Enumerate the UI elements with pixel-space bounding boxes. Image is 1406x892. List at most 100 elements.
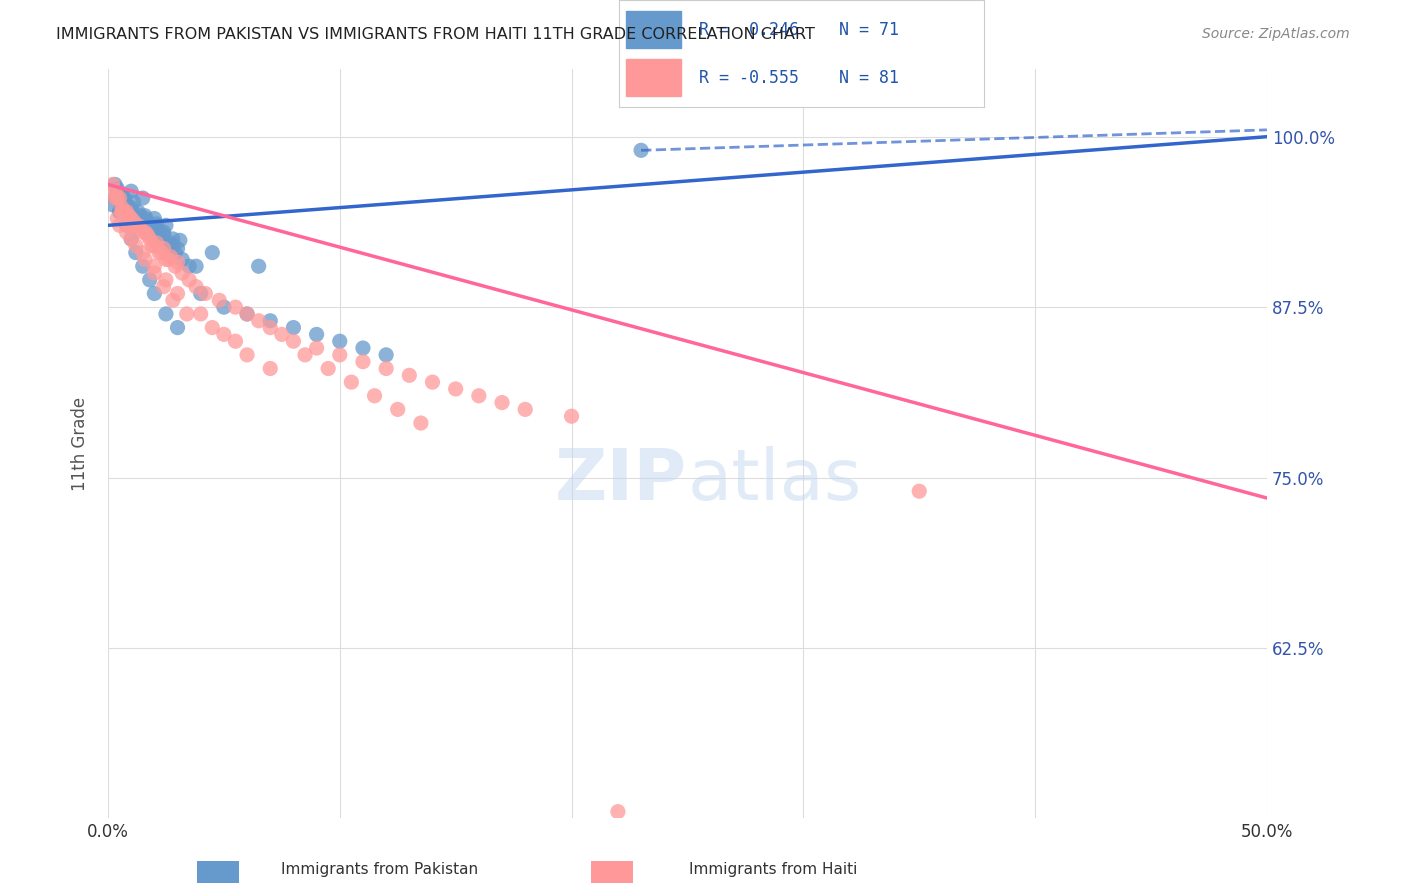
Text: Immigrants from Pakistan: Immigrants from Pakistan	[281, 863, 478, 877]
Immigrants from Haiti	[141, 239, 163, 253]
Immigrants from Pakistan	[155, 219, 177, 233]
Immigrants from Pakistan	[138, 273, 160, 287]
Immigrants from Haiti	[145, 235, 167, 250]
Immigrants from Haiti	[143, 266, 166, 280]
Immigrants from Pakistan	[184, 259, 207, 273]
Immigrants from Pakistan	[162, 239, 184, 253]
Immigrants from Pakistan	[122, 209, 145, 223]
Text: atlas: atlas	[688, 447, 862, 516]
Immigrants from Haiti	[184, 279, 207, 293]
Immigrants from Pakistan	[148, 227, 170, 242]
Immigrants from Haiti	[108, 191, 131, 205]
Immigrants from Pakistan	[305, 327, 328, 342]
Immigrants from Pakistan	[118, 201, 141, 215]
Text: ZIP: ZIP	[555, 447, 688, 516]
Immigrants from Haiti	[259, 320, 281, 334]
Immigrants from Pakistan	[127, 204, 149, 219]
Immigrants from Pakistan	[259, 314, 281, 328]
Immigrants from Pakistan	[136, 222, 159, 236]
Immigrants from Pakistan	[375, 348, 398, 362]
Immigrants from Haiti	[152, 279, 174, 293]
Immigrants from Pakistan	[352, 341, 374, 355]
Immigrants from Haiti	[352, 354, 374, 368]
Immigrants from Haiti	[444, 382, 467, 396]
Immigrants from Haiti	[236, 307, 259, 321]
Immigrants from Haiti	[491, 395, 513, 409]
Immigrants from Haiti	[236, 348, 259, 362]
Immigrants from Haiti	[112, 204, 135, 219]
Immigrants from Pakistan	[166, 242, 188, 256]
Immigrants from Haiti	[270, 327, 292, 342]
Immigrants from Haiti	[165, 259, 187, 273]
Immigrants from Pakistan	[630, 144, 652, 158]
Immigrants from Haiti	[166, 286, 188, 301]
Immigrants from Haiti	[105, 191, 128, 205]
Immigrants from Haiti	[329, 348, 352, 362]
Immigrants from Haiti	[259, 361, 281, 376]
Immigrants from Pakistan	[190, 286, 212, 301]
Immigrants from Haiti	[201, 320, 224, 334]
Immigrants from Pakistan	[122, 195, 145, 210]
Immigrants from Haiti	[398, 368, 420, 383]
Immigrants from Pakistan	[125, 245, 148, 260]
Immigrants from Haiti	[148, 245, 170, 260]
Immigrants from Pakistan	[145, 222, 167, 236]
Immigrants from Pakistan	[157, 239, 180, 253]
Immigrants from Pakistan	[120, 184, 142, 198]
Text: R =  0.246    N = 71: R = 0.246 N = 71	[699, 21, 898, 39]
Immigrants from Pakistan	[134, 211, 156, 226]
Immigrants from Pakistan	[152, 227, 174, 242]
Immigrants from Pakistan	[127, 214, 149, 228]
Immigrants from Haiti	[105, 211, 128, 226]
Immigrants from Pakistan	[108, 186, 131, 201]
Immigrants from Haiti	[136, 227, 159, 242]
Immigrants from Pakistan	[115, 198, 138, 212]
Immigrants from Haiti	[166, 255, 188, 269]
Immigrants from Haiti	[283, 334, 305, 349]
Immigrants from Haiti	[125, 239, 148, 253]
Immigrants from Pakistan	[118, 204, 141, 219]
Immigrants from Pakistan	[150, 232, 173, 246]
Immigrants from Pakistan	[112, 194, 135, 208]
Immigrants from Pakistan	[236, 307, 259, 321]
Immigrants from Pakistan	[105, 181, 128, 195]
Immigrants from Pakistan	[283, 320, 305, 334]
Immigrants from Haiti	[305, 341, 328, 355]
Immigrants from Haiti	[363, 389, 385, 403]
Immigrants from Pakistan	[145, 217, 167, 231]
Immigrants from Pakistan	[108, 204, 131, 219]
Immigrants from Haiti	[162, 293, 184, 308]
Immigrants from Pakistan	[152, 225, 174, 239]
Immigrants from Pakistan	[148, 225, 170, 239]
Immigrants from Pakistan	[111, 201, 134, 215]
Immigrants from Pakistan	[155, 307, 177, 321]
Immigrants from Pakistan	[132, 191, 155, 205]
Immigrants from Pakistan	[329, 334, 352, 349]
Immigrants from Haiti	[120, 232, 142, 246]
Immigrants from Haiti	[104, 184, 127, 198]
Immigrants from Haiti	[118, 219, 141, 233]
Immigrants from Haiti	[387, 402, 409, 417]
Immigrants from Pakistan	[169, 233, 191, 247]
Immigrants from Pakistan	[143, 211, 166, 226]
Immigrants from Haiti	[132, 225, 155, 239]
Immigrants from Pakistan	[104, 191, 127, 205]
Immigrants from Haiti	[155, 252, 177, 267]
Immigrants from Haiti	[561, 409, 583, 424]
Immigrants from Haiti	[176, 307, 198, 321]
Y-axis label: 11th Grade: 11th Grade	[72, 396, 89, 491]
Text: Source: ZipAtlas.com: Source: ZipAtlas.com	[1202, 27, 1350, 41]
Immigrants from Haiti	[224, 300, 246, 314]
Immigrants from Pakistan	[179, 259, 201, 273]
Immigrants from Pakistan	[134, 209, 156, 223]
Immigrants from Haiti	[134, 252, 156, 267]
Immigrants from Haiti	[108, 219, 131, 233]
Immigrants from Haiti	[150, 245, 173, 260]
Immigrants from Haiti	[155, 273, 177, 287]
Immigrants from Haiti	[127, 219, 149, 233]
Immigrants from Pakistan	[136, 214, 159, 228]
Immigrants from Pakistan	[162, 232, 184, 246]
Text: R = -0.555    N = 81: R = -0.555 N = 81	[699, 70, 898, 87]
Immigrants from Haiti	[125, 219, 148, 233]
Immigrants from Pakistan	[104, 178, 127, 192]
